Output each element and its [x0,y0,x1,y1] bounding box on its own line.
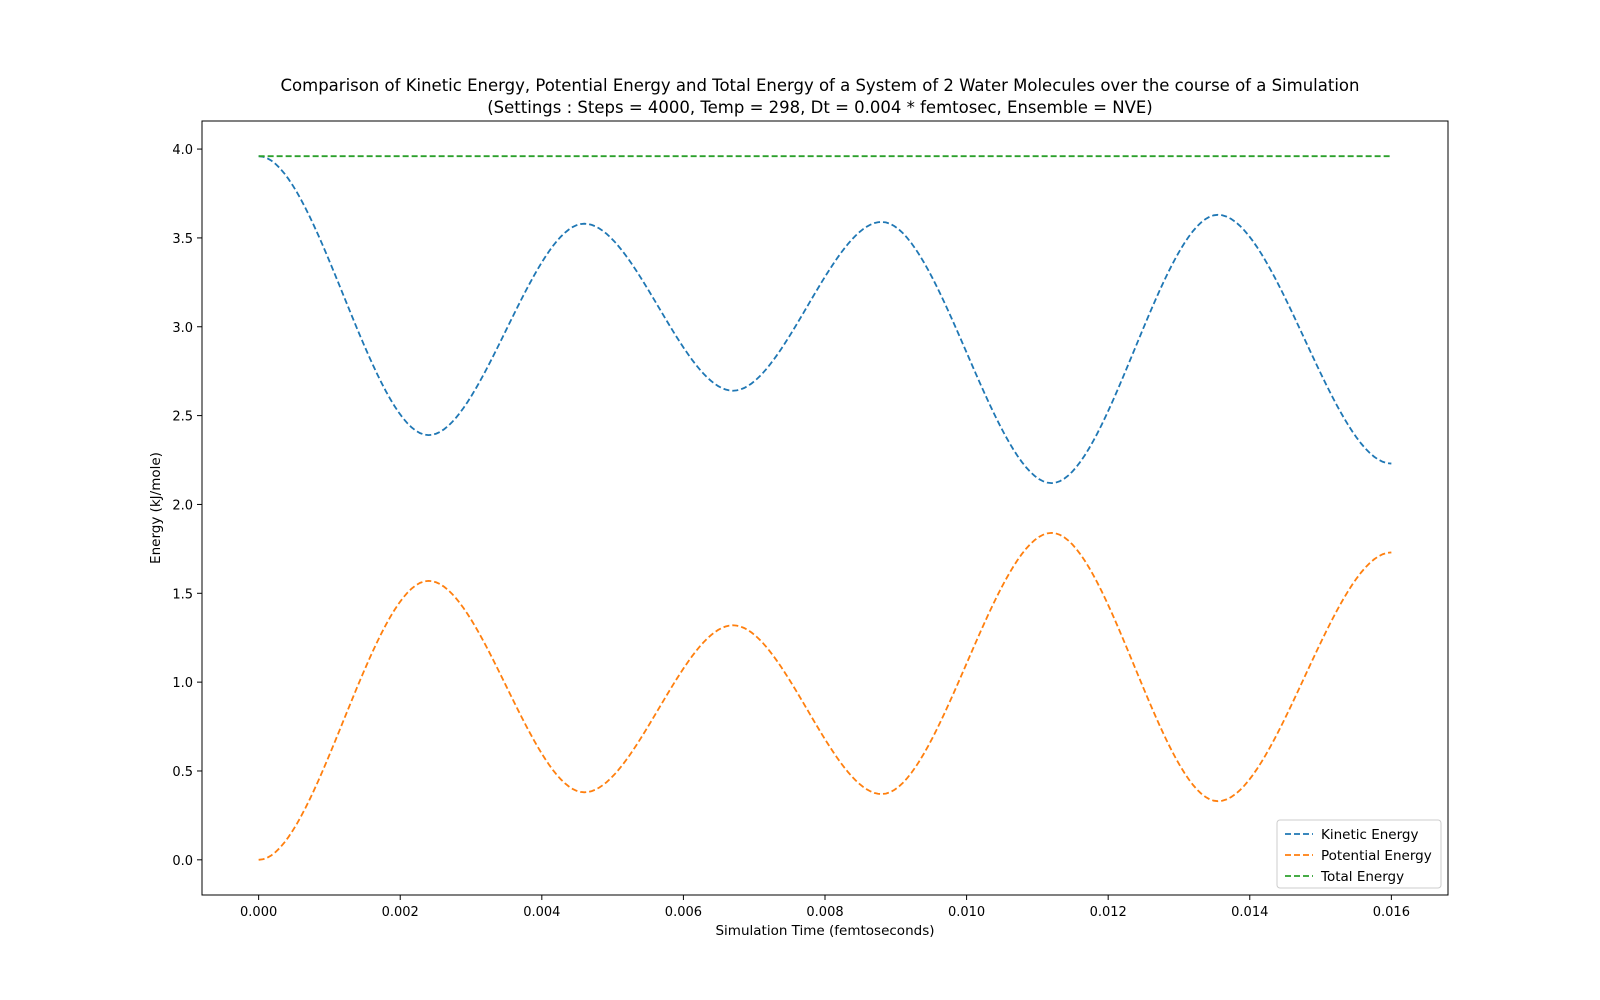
legend-label: Total Energy [1320,869,1404,885]
x-tick-label: 0.006 [665,905,702,920]
y-tick-label: 1.0 [172,676,193,691]
y-tick-label: 1.5 [172,587,193,602]
legend: Kinetic Energy Potential Energy Total Ener… [1276,819,1442,889]
y-tick-label: 0.0 [172,854,193,869]
y-tick-label: 3.5 [172,232,193,247]
legend-label: Kinetic Energy [1321,827,1419,843]
y-tick-label: 4.0 [172,143,193,158]
y-tick-label: 2.0 [172,498,193,513]
legend-box [1276,819,1442,889]
x-tick-label: 0.012 [1090,905,1127,920]
x-tick-label: 0.014 [1231,905,1268,920]
x-axis-title: Simulation Time (femtoseconds) [715,923,934,939]
y-tick-label: 0.5 [172,765,193,780]
x-tick-label: 0.016 [1373,905,1410,920]
legend-label: Potential Energy [1321,848,1432,864]
x-tick-label: 0.000 [240,905,277,920]
chart-title: Comparison of Kinetic Energy, Potential … [281,76,1360,95]
y-tick-label: 2.5 [172,410,193,425]
x-tick-label: 0.004 [523,905,560,920]
x-tick-label: 0.010 [948,905,985,920]
x-axis-ticks: 0.000 0.002 0.004 0.006 0.008 0.010 0.012 0.014… [240,895,1410,920]
x-tick-label: 0.008 [806,905,843,920]
y-axis-ticks: 0.0 0.5 1.0 1.5 2.0 2.5 3.0 3.5 4.0 [172,143,202,869]
y-tick-label: 3.0 [172,321,193,336]
x-tick-label: 0.002 [382,905,419,920]
y-axis-title: Energy (kJ/mole) [148,452,164,564]
chart-subtitle: (Settings : Steps = 4000, Temp = 298, Dt… [487,98,1153,117]
